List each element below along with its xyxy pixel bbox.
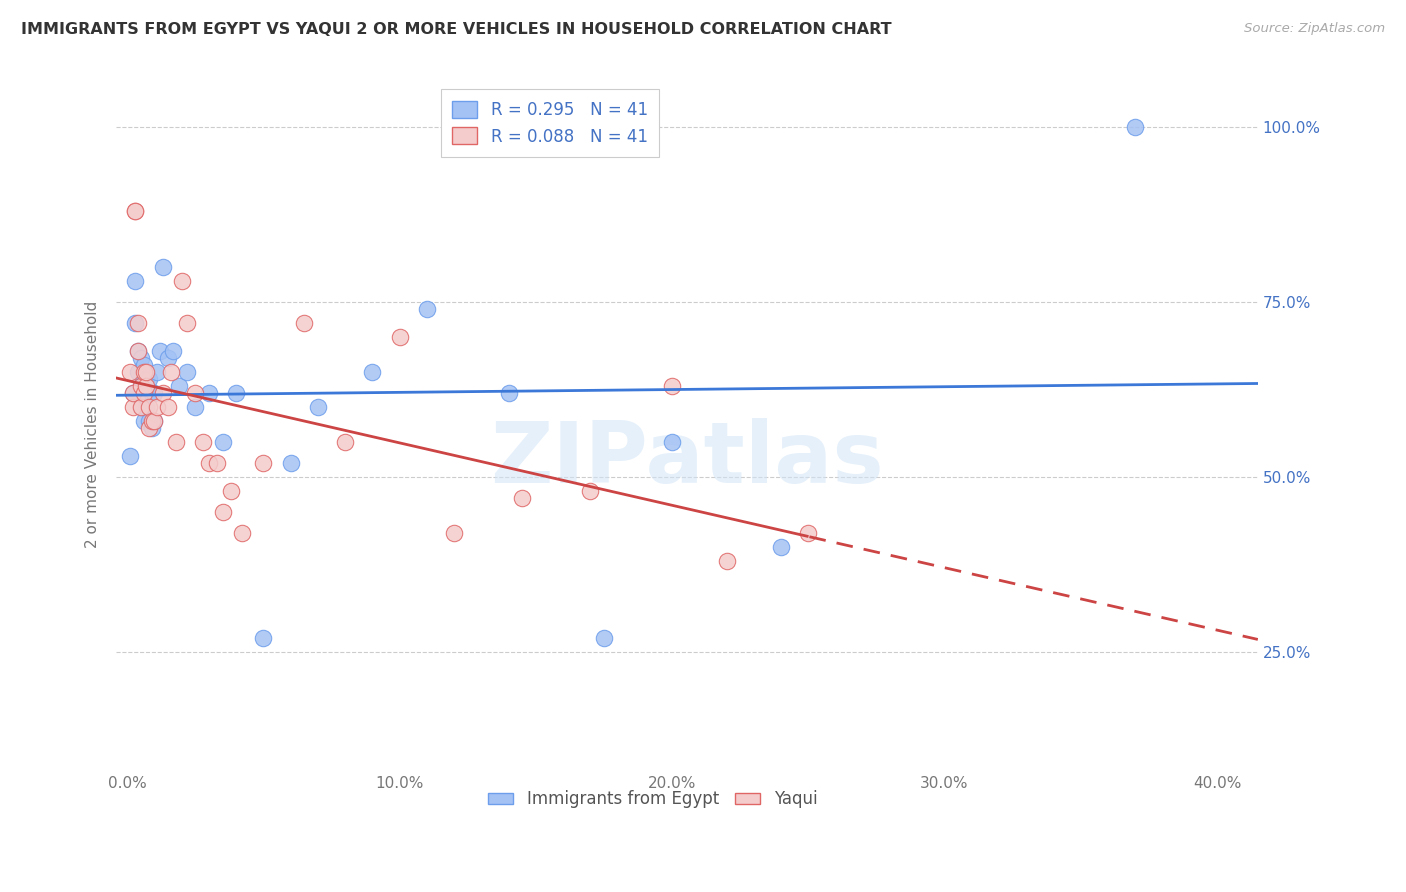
- Point: [132, 385, 155, 400]
- Point: [170, 274, 193, 288]
- Point: [157, 351, 180, 365]
- Point: [661, 379, 683, 393]
- Point: [716, 554, 738, 568]
- Legend: Immigrants from Egypt, Yaqui: Immigrants from Egypt, Yaqui: [481, 784, 824, 815]
- Point: [121, 400, 143, 414]
- Point: [129, 400, 152, 414]
- Text: IMMIGRANTS FROM EGYPT VS YAQUI 2 OR MORE VEHICLES IN HOUSEHOLD CORRELATION CHART: IMMIGRANTS FROM EGYPT VS YAQUI 2 OR MORE…: [21, 22, 891, 37]
- Point: [146, 365, 169, 379]
- Point: [152, 385, 174, 400]
- Text: ZIPatlas: ZIPatlas: [491, 417, 884, 500]
- Point: [184, 385, 207, 400]
- Point: [138, 414, 160, 428]
- Point: [129, 379, 152, 393]
- Point: [193, 434, 215, 449]
- Point: [176, 316, 198, 330]
- Point: [124, 274, 146, 288]
- Point: [198, 385, 221, 400]
- Point: [138, 400, 160, 414]
- Point: [579, 483, 602, 498]
- Point: [252, 631, 274, 645]
- Point: [225, 385, 247, 400]
- Point: [231, 526, 253, 541]
- Point: [797, 526, 820, 541]
- Point: [138, 372, 160, 386]
- Point: [127, 316, 149, 330]
- Point: [121, 385, 143, 400]
- Point: [292, 316, 315, 330]
- Point: [129, 351, 152, 365]
- Point: [135, 372, 157, 386]
- Point: [132, 365, 155, 379]
- Point: [361, 365, 384, 379]
- Point: [211, 434, 233, 449]
- Point: [132, 414, 155, 428]
- Y-axis label: 2 or more Vehicles in Household: 2 or more Vehicles in Household: [86, 301, 100, 548]
- Point: [141, 414, 163, 428]
- Point: [167, 379, 190, 393]
- Point: [124, 316, 146, 330]
- Point: [593, 631, 616, 645]
- Point: [121, 385, 143, 400]
- Point: [661, 434, 683, 449]
- Point: [132, 358, 155, 372]
- Point: [135, 365, 157, 379]
- Point: [127, 343, 149, 358]
- Point: [159, 365, 181, 379]
- Point: [124, 203, 146, 218]
- Point: [149, 343, 172, 358]
- Point: [219, 483, 242, 498]
- Text: Source: ZipAtlas.com: Source: ZipAtlas.com: [1244, 22, 1385, 36]
- Point: [165, 434, 187, 449]
- Point: [1123, 120, 1146, 134]
- Point: [157, 400, 180, 414]
- Point: [205, 456, 228, 470]
- Point: [333, 434, 356, 449]
- Point: [280, 456, 302, 470]
- Point: [770, 540, 793, 554]
- Point: [127, 365, 149, 379]
- Point: [135, 400, 157, 414]
- Point: [143, 385, 166, 400]
- Point: [132, 385, 155, 400]
- Point: [388, 330, 411, 344]
- Point: [118, 449, 141, 463]
- Point: [143, 414, 166, 428]
- Point: [141, 385, 163, 400]
- Point: [129, 379, 152, 393]
- Point: [307, 400, 329, 414]
- Point: [152, 260, 174, 274]
- Point: [198, 456, 221, 470]
- Point: [510, 491, 533, 505]
- Point: [135, 379, 157, 393]
- Point: [146, 400, 169, 414]
- Point: [443, 526, 465, 541]
- Point: [124, 203, 146, 218]
- Point: [138, 421, 160, 435]
- Point: [416, 301, 439, 316]
- Point: [176, 365, 198, 379]
- Point: [127, 343, 149, 358]
- Point: [184, 400, 207, 414]
- Point: [143, 414, 166, 428]
- Point: [162, 343, 184, 358]
- Point: [118, 365, 141, 379]
- Point: [498, 385, 520, 400]
- Point: [129, 400, 152, 414]
- Point: [211, 505, 233, 519]
- Point: [141, 421, 163, 435]
- Point: [252, 456, 274, 470]
